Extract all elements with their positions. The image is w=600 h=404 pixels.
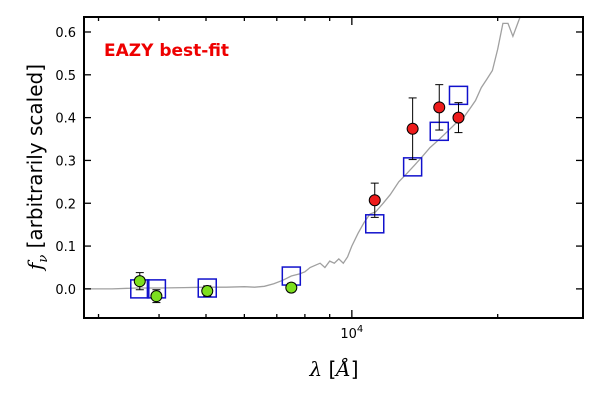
photometry-point xyxy=(133,275,146,288)
y-tick-label: 0.2 xyxy=(55,197,76,212)
photometry-point xyxy=(406,122,419,135)
model-square xyxy=(197,278,218,298)
photometry-point xyxy=(452,111,465,124)
y-tick-label: 0.3 xyxy=(55,154,76,169)
template-spectrum-line xyxy=(84,17,521,290)
y-tick-label: 0.4 xyxy=(55,112,76,127)
y-axis-label: fν [arbitrarily scaled] xyxy=(23,64,51,272)
photometry-point xyxy=(285,281,298,294)
y-tick-label: 0.6 xyxy=(55,26,76,41)
data-marks xyxy=(130,84,469,304)
photometry-point xyxy=(201,285,214,298)
photometry-point xyxy=(433,101,446,114)
photometry-point xyxy=(368,194,381,207)
y-tick-label: 0.0 xyxy=(55,283,76,298)
model-square xyxy=(448,85,469,106)
x-tick-label: 104 xyxy=(340,324,363,342)
axis-ticks: 0.0 0.1 0.2 0.3 0.4 0.5 0.6 104 xyxy=(55,17,584,342)
y-tick-label: 0.1 xyxy=(55,240,76,255)
x-axis-label: λ [Å] xyxy=(308,356,358,381)
plot-content xyxy=(84,17,521,304)
chart-annotation: EAZY best-fit xyxy=(104,41,229,61)
y-tick-label: 0.5 xyxy=(55,69,76,84)
photometry-point xyxy=(150,290,163,303)
plot-frame xyxy=(83,16,584,319)
